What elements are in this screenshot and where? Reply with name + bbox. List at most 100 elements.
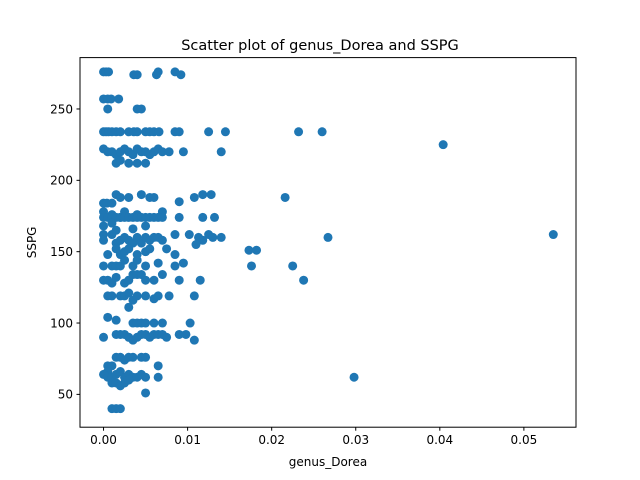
data-point-173	[132, 291, 142, 301]
data-point-103	[99, 235, 109, 245]
data-point-61	[107, 198, 117, 208]
data-point-101	[141, 221, 151, 231]
data-point-204	[181, 329, 191, 339]
data-point-126	[103, 250, 113, 260]
data-point-98	[107, 218, 117, 228]
data-point-123	[216, 232, 226, 242]
data-point-155	[111, 272, 121, 282]
data-point-11	[106, 94, 116, 104]
data-point-238	[115, 404, 125, 414]
data-point-118	[184, 230, 194, 240]
data-point-188	[185, 318, 195, 328]
x-tick-label: 0.05	[511, 433, 538, 447]
data-point-145	[132, 255, 142, 265]
data-point-185	[141, 318, 151, 328]
data-point-176	[153, 291, 163, 301]
data-point-151	[288, 261, 298, 271]
data-point-130	[124, 244, 134, 254]
data-point-133	[145, 244, 155, 254]
data-point-166	[299, 275, 309, 285]
y-tick-label: 250	[50, 102, 73, 116]
data-point-6	[153, 67, 163, 77]
data-point-56	[124, 158, 134, 168]
chart-title: Scatter plot of genus_Dorea and SSPG	[181, 38, 459, 54]
plot-frame	[79, 57, 577, 428]
data-point-96	[210, 212, 220, 222]
data-point-212	[141, 352, 151, 362]
x-tick-label: 0.03	[342, 433, 369, 447]
data-point-148	[170, 261, 180, 271]
data-point-134	[162, 244, 172, 254]
data-point-139	[99, 261, 109, 271]
data-point-179	[124, 302, 134, 312]
x-tick-label: 0.00	[90, 433, 117, 447]
data-point-12	[114, 94, 124, 104]
data-point-58	[141, 158, 151, 168]
y-tick-label: 150	[50, 245, 73, 259]
x-tick-label: 0.02	[258, 433, 285, 447]
data-point-57	[132, 158, 142, 168]
data-point-116	[157, 235, 167, 245]
data-point-210	[128, 352, 138, 362]
data-point-70	[198, 190, 208, 200]
data-point-71	[206, 190, 216, 200]
data-point-21	[115, 127, 125, 137]
data-point-13	[103, 104, 113, 114]
data-point-122	[208, 232, 218, 242]
data-point-146	[141, 261, 151, 271]
data-point-227	[141, 372, 151, 382]
data-point-51	[178, 147, 188, 157]
data-point-180	[103, 312, 113, 322]
data-point-53	[438, 140, 448, 150]
data-point-138	[252, 245, 262, 255]
data-point-171	[124, 288, 134, 298]
x-axis-ticks: 0.00 0.01 0.02 0.03 0.04 0.05	[90, 427, 537, 447]
data-point-125	[548, 230, 558, 240]
data-point-33	[294, 127, 304, 137]
data-point-4	[132, 70, 142, 80]
data-point-104	[107, 230, 117, 240]
data-point-203	[174, 329, 184, 339]
data-point-67	[149, 192, 159, 202]
x-axis-label: genus_Dorea	[289, 455, 367, 469]
data-point-28	[154, 127, 164, 137]
data-point-65	[136, 190, 146, 200]
data-point-124	[323, 232, 333, 242]
x-tick-label: 0.01	[174, 433, 201, 447]
data-point-163	[157, 270, 167, 280]
data-point-186	[149, 318, 159, 328]
data-point-69	[189, 192, 199, 202]
data-point-68	[174, 197, 184, 207]
data-point-52	[216, 147, 226, 157]
data-point-143	[120, 255, 130, 265]
data-point-178	[189, 291, 199, 301]
data-point-164	[174, 275, 184, 285]
data-point-168	[107, 291, 117, 301]
data-point-49	[157, 147, 167, 157]
data-point-8	[176, 70, 186, 80]
data-point-135	[170, 250, 180, 260]
data-point-165	[195, 275, 205, 285]
data-point-235	[141, 388, 151, 398]
data-point-202	[162, 332, 172, 342]
data-point-34	[317, 127, 327, 137]
data-point-64	[124, 192, 134, 202]
data-point-117	[170, 230, 180, 240]
data-point-31	[204, 127, 214, 137]
data-point-32	[220, 127, 230, 137]
data-point-150	[247, 261, 256, 271]
data-point-147	[153, 258, 163, 268]
data-point-205	[189, 335, 199, 345]
data-point-174	[141, 291, 151, 301]
data-point-228	[153, 372, 163, 382]
y-tick-label: 200	[50, 174, 73, 188]
data-point-72	[280, 192, 290, 202]
y-tick-label: 100	[50, 316, 73, 330]
data-point-55	[115, 155, 125, 165]
data-point-94	[174, 212, 184, 222]
data-point-229	[349, 372, 359, 382]
data-points	[99, 67, 558, 414]
data-point-15	[136, 104, 146, 114]
data-point-162	[149, 275, 159, 285]
